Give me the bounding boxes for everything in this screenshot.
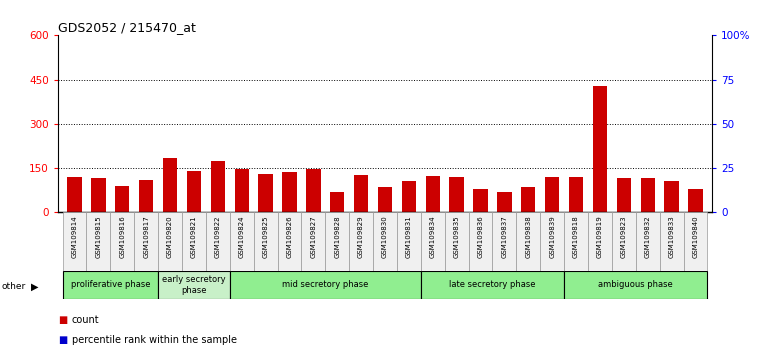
Text: late secretory phase: late secretory phase — [449, 280, 536, 290]
Text: GSM109835: GSM109835 — [454, 215, 460, 258]
Bar — [521, 187, 535, 212]
Text: GSM109821: GSM109821 — [191, 215, 197, 258]
Bar — [564, 212, 588, 271]
Text: GSM109831: GSM109831 — [406, 215, 412, 258]
Bar — [450, 177, 464, 212]
Bar — [688, 189, 703, 212]
Bar — [110, 212, 134, 271]
Text: GSM109820: GSM109820 — [167, 215, 173, 258]
Bar — [211, 161, 225, 212]
Bar — [67, 177, 82, 212]
Bar — [229, 271, 421, 299]
Bar — [497, 192, 511, 212]
Text: GSM109823: GSM109823 — [621, 215, 627, 258]
Text: count: count — [72, 315, 99, 325]
Bar — [636, 212, 660, 271]
Bar — [325, 212, 349, 271]
Text: GSM109833: GSM109833 — [668, 215, 675, 258]
Bar — [517, 212, 541, 271]
Bar — [373, 212, 397, 271]
Bar — [402, 181, 416, 212]
Bar — [588, 212, 612, 271]
Bar — [253, 212, 277, 271]
Bar — [62, 212, 86, 271]
Text: GSM109830: GSM109830 — [382, 215, 388, 258]
Text: ▶: ▶ — [31, 282, 38, 292]
Bar — [445, 212, 469, 271]
Text: GSM109828: GSM109828 — [334, 215, 340, 258]
Bar — [349, 212, 373, 271]
Bar — [660, 212, 684, 271]
Text: GSM109826: GSM109826 — [286, 215, 293, 258]
Bar — [354, 175, 368, 212]
Bar — [474, 189, 487, 212]
Text: ■: ■ — [58, 335, 67, 345]
Text: GSM109816: GSM109816 — [119, 215, 126, 258]
Bar — [229, 212, 253, 271]
Text: GSM109817: GSM109817 — [143, 215, 149, 258]
Text: GSM109834: GSM109834 — [430, 215, 436, 258]
Bar — [162, 158, 177, 212]
Text: GSM109818: GSM109818 — [573, 215, 579, 258]
Bar — [469, 212, 493, 271]
Bar — [421, 271, 564, 299]
Text: GSM109814: GSM109814 — [72, 215, 78, 258]
Text: GSM109832: GSM109832 — [644, 215, 651, 258]
Text: ambiguous phase: ambiguous phase — [598, 280, 673, 290]
Text: GSM109829: GSM109829 — [358, 215, 364, 258]
Bar — [187, 171, 201, 212]
Bar — [612, 212, 636, 271]
Bar — [277, 212, 301, 271]
Text: GSM109827: GSM109827 — [310, 215, 316, 258]
Text: proliferative phase: proliferative phase — [71, 280, 150, 290]
Bar — [330, 192, 344, 212]
Text: GDS2052 / 215470_at: GDS2052 / 215470_at — [58, 21, 196, 34]
Bar — [421, 212, 445, 271]
Bar — [235, 169, 249, 212]
Text: early secretory
phase: early secretory phase — [162, 275, 226, 295]
Bar — [86, 212, 110, 271]
Text: other: other — [2, 282, 25, 291]
Bar — [493, 212, 517, 271]
Bar — [91, 178, 105, 212]
Text: GSM109837: GSM109837 — [501, 215, 507, 258]
Bar — [206, 212, 229, 271]
Bar — [139, 180, 153, 212]
Text: GSM109825: GSM109825 — [263, 215, 269, 258]
Text: GSM109815: GSM109815 — [95, 215, 102, 258]
Bar — [158, 271, 229, 299]
Text: GSM109819: GSM109819 — [597, 215, 603, 258]
Bar — [593, 86, 608, 212]
Text: GSM109838: GSM109838 — [525, 215, 531, 258]
Text: GSM109840: GSM109840 — [692, 215, 698, 258]
Text: GSM109824: GSM109824 — [239, 215, 245, 258]
Bar — [684, 212, 708, 271]
Text: GSM109836: GSM109836 — [477, 215, 484, 258]
Bar — [564, 271, 708, 299]
Bar — [301, 212, 325, 271]
Bar — [641, 178, 655, 212]
Bar — [378, 187, 392, 212]
Bar — [306, 169, 320, 212]
Bar — [665, 181, 679, 212]
Bar — [134, 212, 158, 271]
Bar — [62, 271, 158, 299]
Text: mid secretory phase: mid secretory phase — [282, 280, 369, 290]
Bar — [283, 172, 296, 212]
Bar — [541, 212, 564, 271]
Bar — [545, 177, 559, 212]
Bar — [569, 177, 583, 212]
Text: ■: ■ — [58, 315, 67, 325]
Bar — [158, 212, 182, 271]
Bar — [426, 176, 440, 212]
Text: percentile rank within the sample: percentile rank within the sample — [72, 335, 236, 345]
Text: GSM109822: GSM109822 — [215, 215, 221, 258]
Bar — [115, 186, 129, 212]
Bar — [397, 212, 421, 271]
Bar — [259, 174, 273, 212]
Bar — [617, 178, 631, 212]
Bar — [182, 212, 206, 271]
Text: GSM109839: GSM109839 — [549, 215, 555, 258]
